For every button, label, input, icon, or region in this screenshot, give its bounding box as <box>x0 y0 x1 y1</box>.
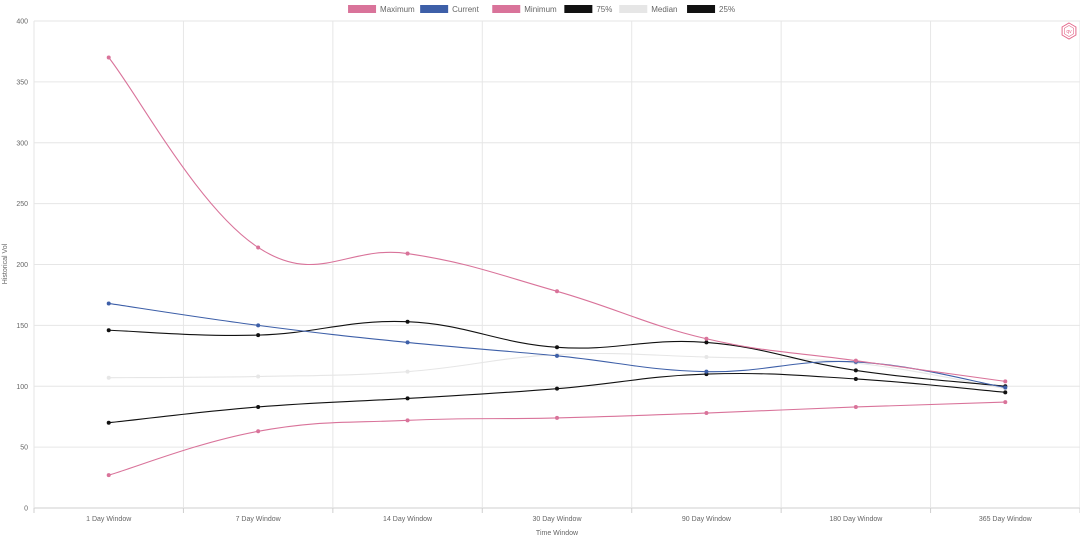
legend-swatch <box>492 5 521 13</box>
legend-label: Minimum <box>524 5 557 14</box>
series-median <box>106 352 1008 391</box>
data-point-minimum[interactable] <box>704 411 709 416</box>
legend-item-maximum[interactable]: Maximum <box>348 5 415 14</box>
data-point-25[interactable] <box>853 376 858 381</box>
y-axis-title: Historical Vol <box>2 243 9 284</box>
data-point-current[interactable] <box>555 353 559 358</box>
data-point-75[interactable] <box>405 319 410 324</box>
data-point-current[interactable] <box>106 301 111 306</box>
legend-label: 25% <box>719 5 735 14</box>
legend-item-minimum[interactable]: Minimum <box>492 5 557 14</box>
data-point-75[interactable] <box>704 340 709 345</box>
data-point-minimum[interactable] <box>106 473 111 478</box>
legend-swatch <box>420 5 449 13</box>
data-point-minimum[interactable] <box>1003 400 1008 405</box>
series-line-maximum <box>108 57 1006 382</box>
data-point-minimum[interactable] <box>853 404 858 409</box>
series-25 <box>106 372 1008 425</box>
x-tick-label: 90 Day Window <box>682 516 732 523</box>
legend-swatch <box>687 5 716 13</box>
series-minimum <box>106 400 1008 478</box>
x-tick-label: 14 Day Window <box>383 516 433 523</box>
legend-swatch <box>348 5 377 13</box>
y-tick-label: 400 <box>16 19 28 26</box>
data-point-maximum[interactable] <box>106 55 111 60</box>
x-tick-label: 1 Day Window <box>86 516 132 523</box>
data-point-minimum[interactable] <box>555 415 559 420</box>
legend-item-median[interactable]: Median <box>619 5 678 14</box>
series-group <box>106 55 1008 478</box>
data-point-25[interactable] <box>106 420 111 425</box>
data-point-25[interactable] <box>256 404 261 409</box>
series-maximum <box>106 55 1008 384</box>
data-point-75[interactable] <box>106 328 111 333</box>
x-tick-label: 365 Day Window <box>979 516 1033 523</box>
data-point-current[interactable] <box>405 340 410 345</box>
y-tick-label: 150 <box>16 323 28 330</box>
legend-item-current[interactable]: Current <box>420 5 480 14</box>
data-point-current[interactable] <box>256 323 261 328</box>
x-axis-title: Time Window <box>536 530 579 537</box>
y-tick-label: 100 <box>16 384 28 391</box>
hexagon-logo-icon: qv <box>1061 22 1077 40</box>
series-line-median <box>108 352 1006 390</box>
x-axis: 1 Day Window 7 Day Window 14 Day Window 30 … <box>86 516 1033 523</box>
data-point-median[interactable] <box>704 355 709 360</box>
data-point-75[interactable] <box>256 333 261 338</box>
y-tick-label: 350 <box>16 79 28 86</box>
data-point-75[interactable] <box>555 345 559 350</box>
x-tick-label: 180 Day Window <box>829 516 883 523</box>
legend[interactable]: Maximum Current Minimum 75% Median 25% <box>348 5 735 14</box>
legend-label: Median <box>651 5 677 14</box>
legend-swatch <box>564 5 593 13</box>
data-point-maximum[interactable] <box>256 245 261 250</box>
series-75 <box>106 319 1008 389</box>
legend-label: Current <box>452 5 479 14</box>
data-point-maximum[interactable] <box>853 358 858 363</box>
y-tick-label: 300 <box>16 140 28 147</box>
y-tick-label: 0 <box>24 506 28 513</box>
y-tick-label: 200 <box>16 262 28 269</box>
legend-swatch <box>619 5 648 13</box>
badge-text: qv <box>1066 29 1072 35</box>
y-tick-label: 250 <box>16 201 28 208</box>
data-point-25[interactable] <box>555 386 559 391</box>
x-tick-label: 7 Day Window <box>236 516 282 523</box>
grid <box>33 20 1080 513</box>
data-point-minimum[interactable] <box>405 418 410 423</box>
data-point-current[interactable] <box>704 369 709 374</box>
data-point-maximum[interactable] <box>555 289 559 294</box>
x-tick-label: 30 Day Window <box>532 516 582 523</box>
legend-label: Maximum <box>380 5 415 14</box>
data-point-maximum[interactable] <box>704 336 709 341</box>
legend-item-25[interactable]: 25% <box>687 5 735 14</box>
data-point-75[interactable] <box>853 368 858 373</box>
legend-label: 75% <box>596 5 612 14</box>
data-point-minimum[interactable] <box>256 429 261 434</box>
series-line-25 <box>108 372 1006 424</box>
data-point-25[interactable] <box>1003 390 1008 395</box>
data-point-median[interactable] <box>106 375 111 380</box>
y-axis: 0 50 100 150 200 250 300 350 400 <box>16 19 28 513</box>
data-point-current[interactable] <box>1003 385 1008 390</box>
data-point-maximum[interactable] <box>405 251 410 256</box>
data-point-median[interactable] <box>405 369 410 374</box>
series-line-minimum <box>108 401 1006 476</box>
data-point-maximum[interactable] <box>1003 379 1008 384</box>
y-tick-label: 50 <box>20 445 28 452</box>
legend-item-75[interactable]: 75% <box>564 5 612 14</box>
data-point-median[interactable] <box>256 374 261 379</box>
data-point-25[interactable] <box>405 396 410 401</box>
